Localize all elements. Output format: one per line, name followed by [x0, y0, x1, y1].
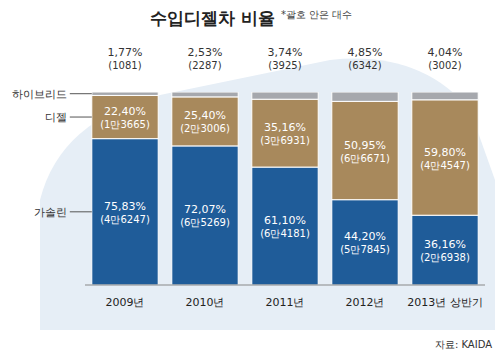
chart: 수입디젤차 비율 *괄호 안은 대수 75,83%(4만6247) 22,40%(1만…: [0, 0, 500, 363]
data-label: 22,40%: [104, 105, 146, 118]
data-label: 3,74%: [268, 46, 303, 59]
count-label: (2만6938): [420, 252, 470, 263]
bar-segment: [252, 99, 318, 167]
data-label: 25,40%: [184, 109, 226, 122]
x-tick-label: 2010년: [186, 296, 225, 309]
data-label: 1,77%: [108, 46, 143, 59]
bar-segment: [332, 92, 398, 101]
bar-segment: [92, 139, 158, 285]
bar-segment: [92, 95, 158, 138]
data-label: 61,10%: [264, 214, 306, 227]
data-label: 50,95%: [344, 139, 386, 152]
bar-segment: [412, 100, 478, 215]
count-label: (3925): [268, 60, 301, 71]
bars: [92, 92, 478, 285]
data-label: 4,85%: [348, 46, 383, 59]
count-label: (4만4547): [420, 160, 470, 171]
x-tick-label: 2013년 상반기: [407, 296, 483, 309]
data-label: 72,07%: [184, 203, 226, 216]
data-label: 36,16%: [424, 238, 466, 251]
x-tick-label: 2011년: [266, 296, 305, 309]
bar-segment: [252, 92, 318, 99]
legend-leader: [70, 93, 92, 94]
count-label: (6만4181): [260, 228, 310, 239]
count-label: (5만7845): [340, 244, 390, 255]
bar-segment: [172, 146, 238, 285]
subtitle: *괄호 안은 대수: [281, 9, 352, 20]
legend-label: 가솔린: [34, 206, 67, 219]
x-tick-label: 2012년: [346, 296, 385, 309]
baseline: [85, 285, 485, 286]
count-label: (3만6931): [260, 135, 310, 146]
bar-segment: [92, 92, 158, 95]
legend-label: 디젤: [45, 111, 67, 124]
bar-segment: [172, 92, 238, 97]
data-label: 35,16%: [264, 121, 306, 134]
bar-segment: [332, 101, 398, 199]
count-label: (6만6671): [340, 153, 390, 164]
count-label: (4만6247): [100, 214, 150, 225]
bar-segment: [252, 167, 318, 285]
data-label: 75,83%: [104, 200, 146, 213]
data-label: 44,20%: [344, 230, 386, 243]
title: 수입디젤차 비율: [150, 8, 275, 28]
x-tick-label: 2009년: [106, 296, 145, 309]
bar-segment: [412, 92, 478, 100]
legend-leader: [70, 117, 92, 118]
count-label: (6만5269): [180, 217, 230, 228]
background-shape: [40, 59, 495, 330]
bar-segment: [172, 97, 238, 146]
legend-label: 하이브리드: [12, 88, 67, 101]
count-label: (3002): [428, 60, 461, 71]
count-label: (2287): [188, 60, 221, 71]
bar-segment: [412, 215, 478, 285]
count-label: (1081): [108, 60, 141, 71]
count-label: (6342): [348, 60, 381, 71]
legend-leader: [70, 211, 92, 212]
data-label: 4,04%: [428, 46, 463, 59]
count-label: (2만3006): [180, 123, 230, 134]
bar-segment: [332, 200, 398, 285]
data-label: 2,53%: [188, 46, 223, 59]
data-label: 59,80%: [424, 146, 466, 159]
source: 자료: KAIDA: [435, 339, 492, 350]
labels: 75,83%(4만6247) 22,40%(1만3665) 1,77%(1081) 7…: [100, 46, 470, 263]
count-label: (1만3665): [100, 119, 150, 130]
